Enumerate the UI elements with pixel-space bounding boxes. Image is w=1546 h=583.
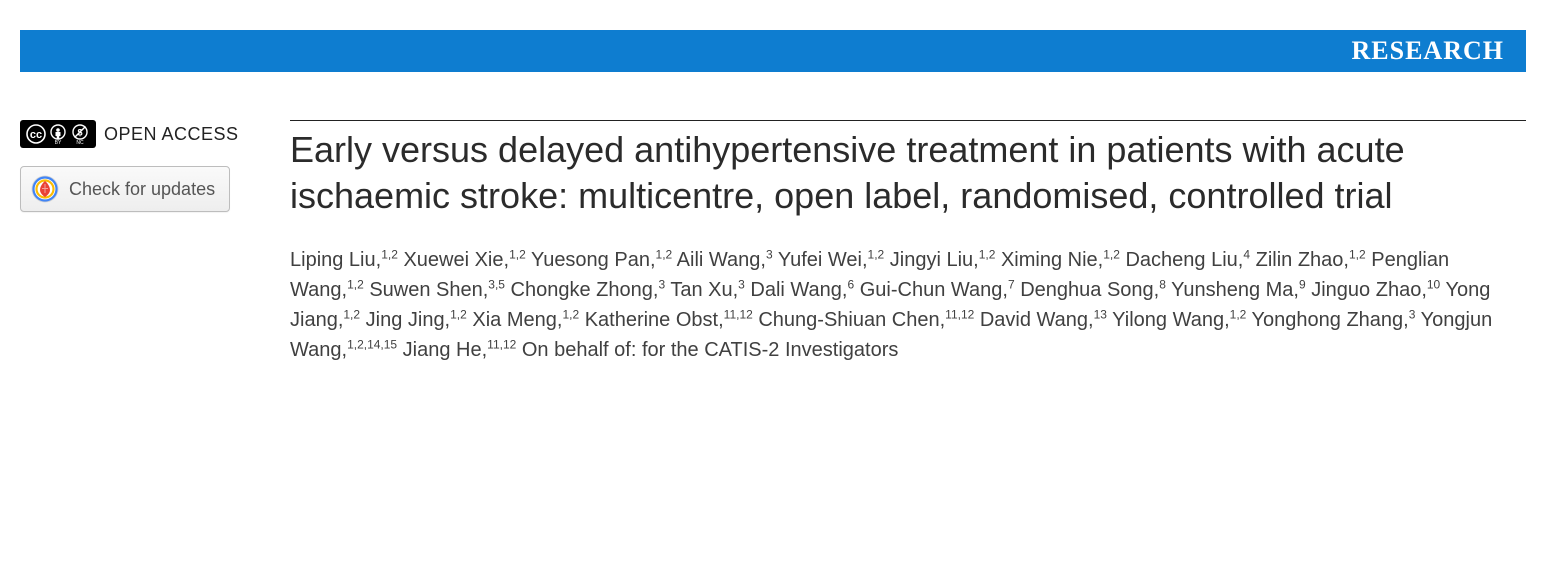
author-name: Suwen Shen,: [369, 279, 488, 301]
author-name: Tan Xu,: [670, 279, 738, 301]
author-name: Yuesong Pan,: [531, 249, 656, 271]
author-name: Xuewei Xie,: [403, 249, 509, 271]
author-name: Xia Meng,: [472, 309, 562, 331]
author-name: Yilong Wang,: [1112, 309, 1229, 331]
author-name: Jiang He,: [403, 339, 488, 361]
author-affil: 3: [1409, 308, 1416, 322]
author-affil: 1,2: [1230, 308, 1247, 322]
author-name: Katherine Obst,: [585, 309, 724, 331]
cc-by-nc-icon: cc BY $ NC: [20, 120, 96, 148]
author-affil: 1,2: [868, 248, 885, 262]
author-affil: 1,2: [450, 308, 467, 322]
author-name: Chung-Shiuan Chen,: [758, 309, 945, 331]
article-header: Early versus delayed antihypertensive tr…: [290, 120, 1526, 365]
author-affil: 3: [738, 278, 745, 292]
author-affil: 11,12: [487, 338, 516, 352]
author-affil: 1,2: [347, 278, 364, 292]
section-banner: RESEARCH: [20, 30, 1526, 72]
svg-text:BY: BY: [55, 140, 62, 145]
banner-label: RESEARCH: [1352, 36, 1504, 66]
author-name: Dacheng Liu,: [1125, 249, 1243, 271]
author-affil: 7: [1008, 278, 1015, 292]
author-affil: 4: [1243, 248, 1250, 262]
author-name: Yufei Wei,: [778, 249, 868, 271]
author-affil: 3: [658, 278, 665, 292]
author-name: Jing Jing,: [366, 309, 451, 331]
author-affil: 11,12: [945, 308, 974, 322]
author-affil: 1,2: [979, 248, 996, 262]
author-name: Jingyi Liu,: [890, 249, 979, 271]
article-title: Early versus delayed antihypertensive tr…: [290, 127, 1526, 219]
author-name: Yonghong Zhang,: [1252, 309, 1409, 331]
check-updates-label: Check for updates: [69, 179, 215, 200]
author-affil: 1,2: [381, 248, 398, 262]
author-affil: 1,2: [343, 308, 360, 322]
author-name: Gui-Chun Wang,: [860, 279, 1008, 301]
author-name: Ximing Nie,: [1001, 249, 1103, 271]
author-affil: 1,2: [1103, 248, 1120, 262]
check-updates-button[interactable]: Check for updates: [20, 166, 230, 212]
author-name: Dali Wang,: [750, 279, 847, 301]
author-affil: 11,12: [724, 308, 753, 322]
author-affil: 6: [847, 278, 854, 292]
author-affil: 1,2,14,15: [347, 338, 397, 352]
author-affil: 1,2: [1349, 248, 1366, 262]
author-name: Liping Liu,: [290, 249, 381, 271]
author-name: Denghua Song,: [1020, 279, 1159, 301]
author-affil: 3: [766, 248, 773, 262]
author-affil: 1,2: [562, 308, 579, 322]
author-name: Yunsheng Ma,: [1171, 279, 1299, 301]
author-affil: 1,2: [656, 248, 673, 262]
author-name: Aili Wang,: [677, 249, 766, 271]
author-affil: 13: [1094, 308, 1107, 322]
author-affil: 3,5: [488, 278, 505, 292]
author-name: Chongke Zhong,: [511, 279, 659, 301]
open-access-label: OPEN ACCESS: [104, 124, 239, 145]
author-name: David Wang,: [980, 309, 1094, 331]
author-name: Jinguo Zhao,: [1311, 279, 1427, 301]
svg-text:cc: cc: [30, 129, 42, 141]
author-affil: 8: [1159, 278, 1166, 292]
svg-text:NC: NC: [76, 140, 84, 145]
content-row: cc BY $ NC OPEN ACCESS: [20, 120, 1526, 365]
author-name: Zilin Zhao,: [1256, 249, 1349, 271]
sidebar: cc BY $ NC OPEN ACCESS: [20, 120, 290, 365]
on-behalf-text: On behalf of: for the CATIS-2 Investigat…: [522, 339, 898, 361]
author-affil: 10: [1427, 278, 1440, 292]
author-list: Liping Liu,1,2 Xuewei Xie,1,2 Yuesong Pa…: [290, 245, 1526, 365]
open-access-row: cc BY $ NC OPEN ACCESS: [20, 120, 272, 148]
crossmark-icon: [31, 175, 59, 203]
author-affil: 9: [1299, 278, 1306, 292]
author-affil: 1,2: [509, 248, 526, 262]
